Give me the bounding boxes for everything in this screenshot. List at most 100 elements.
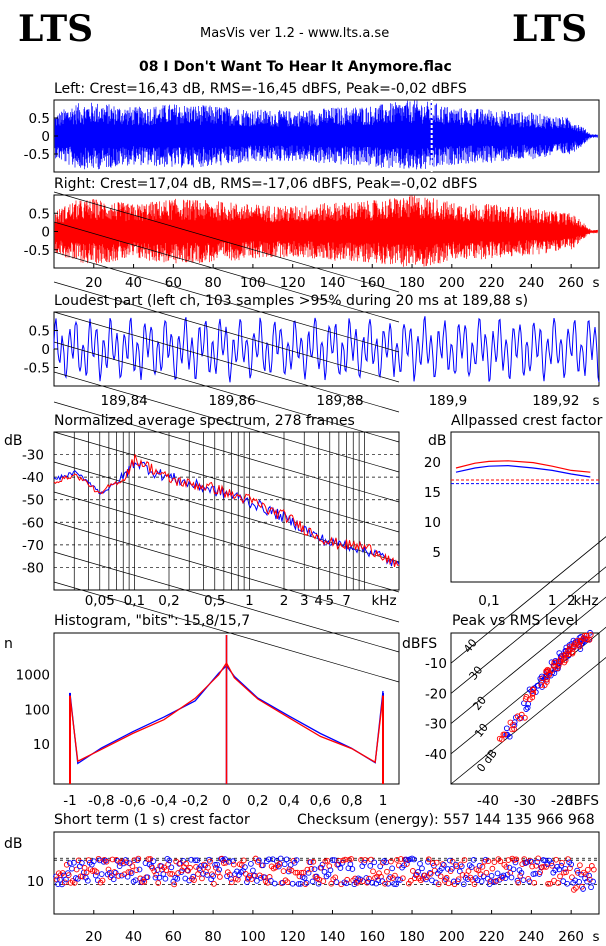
left-wave-ytick-1: 0 [41,129,50,145]
loudest-ytick-1: 0 [41,342,50,358]
crest-point [569,874,575,881]
crest-point [311,866,318,873]
crest-point [318,864,325,871]
peak-rms-point [538,682,545,688]
crest-point [90,858,97,865]
crest-point [111,869,118,875]
crest-point [113,856,120,863]
left-wave-ytick-0: 0.5 [29,111,50,127]
histogram-ytick-1: 100 [24,702,50,718]
crest-point [85,857,92,863]
spectrum-slope-8 [53,431,400,533]
crest-point [543,864,549,870]
crest-point [441,862,447,868]
crest-point [394,857,400,863]
peak-rms-point [581,632,588,639]
spectrum-slope-3 [53,281,400,383]
crest-point [482,856,489,863]
crest-point [524,859,531,865]
peak-rms-xtick-0: -40 [477,793,499,809]
crest-point [375,877,382,884]
spectrum-ylabel: dB [4,433,23,449]
loudest-trace [53,316,600,383]
right-wave-xtick-5: 120 [280,275,306,291]
spectrum-series-1 [53,454,400,568]
crest-point [78,860,85,866]
crest-point [456,868,463,875]
allpass-series-0 [455,464,591,478]
crest-point [67,860,73,867]
allpass-ylabel: dB [428,433,447,449]
crest-point [193,864,199,870]
crest-point [494,870,501,877]
crest-point [126,860,133,867]
crest-point [491,859,498,865]
crest-point [407,877,414,884]
spectrum-slope-5 [53,341,400,443]
peak-rms-point [511,726,517,732]
crest-point [199,875,205,882]
peak-rms-xtick-1: -30 [514,793,536,809]
logo-right: LTS [512,8,588,50]
crest-point [125,869,132,875]
crest-xtick-0: 20 [85,929,102,945]
crest-point [283,856,290,863]
crest-point [427,869,433,876]
crest-point [585,866,591,873]
crest-point [385,880,392,887]
peak-rms-point [504,731,511,738]
crest-xtick-4: 100 [240,929,266,945]
right-wave-xtick-9: 200 [439,275,465,291]
crest-point [553,856,559,863]
crest-point [116,863,123,869]
crest-xtick-13: s [592,929,599,945]
crest-point [142,860,149,866]
crest-point [83,869,90,876]
crest-point [205,864,211,871]
crest-point [503,864,510,870]
crest-xtick-5: 120 [280,929,306,945]
crest-point [565,856,571,862]
crest-point [534,859,541,865]
crest-point [409,868,416,874]
crest-point [112,869,119,876]
allpass-xtick-3: kHz [573,593,598,609]
left-wave-ytick-2: -0.5 [24,147,50,163]
crest-point [201,861,207,868]
crest-point [391,881,397,887]
spectrum-ytick-1: -40 [22,470,44,486]
crest-xtick-10: 220 [479,929,505,945]
histogram-xtick-10: 1 [379,793,388,809]
crest-point [212,861,218,868]
crest-point [258,875,264,881]
crest-point [576,878,582,885]
crest-point [244,879,250,885]
crest-point [329,857,336,863]
crest-point [333,879,340,885]
peak-rms-diagonal-4 [450,656,606,785]
crest-point [98,871,105,877]
crest-point [183,860,189,867]
allpass-xtick-1: 1 [548,593,557,609]
crest-point [226,858,232,865]
crest-point [188,856,195,863]
crest-point [367,863,374,869]
crest-point [510,866,517,873]
crest-point [560,878,567,885]
right-wave-xtick-4: 100 [240,275,266,291]
crest-point [265,856,272,863]
crest-point [549,862,555,869]
crest-xtick-1: 40 [125,929,142,945]
crest-point [118,872,125,879]
logo-left: LTS [18,8,94,50]
crest-point [228,879,235,886]
crest-point [392,872,398,879]
spectrum-slope-2 [53,251,400,353]
crest-point [63,861,70,868]
crest-point [586,872,592,879]
crest-point [450,878,457,885]
loudest-ytick-2: -0.5 [24,361,50,377]
crest-point [588,884,594,891]
crest-point [175,870,181,876]
